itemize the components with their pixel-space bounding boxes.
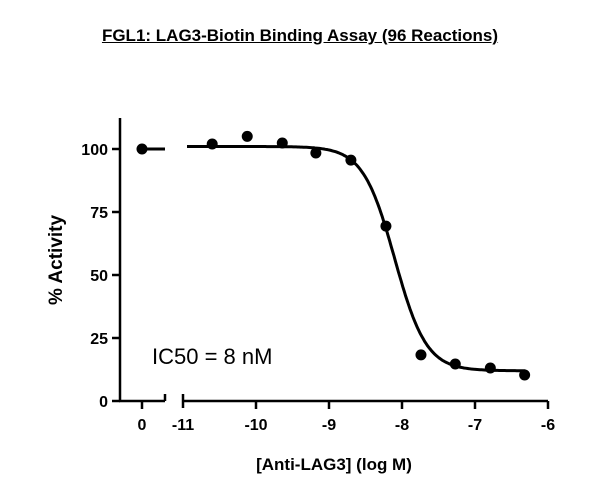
x-tick-label: 0 <box>138 417 147 434</box>
data-point <box>519 369 531 381</box>
y-axis-label: % Activity <box>46 215 67 306</box>
data-point <box>449 358 461 370</box>
x-tick-label: -10 <box>244 417 267 434</box>
x-tick-label: -6 <box>541 417 555 434</box>
chart-title: FGL1: LAG3-Biotin Binding Assay (96 Reac… <box>101 26 499 45</box>
y-tick-label: 50 <box>90 268 108 285</box>
data-point <box>380 220 392 232</box>
data-point <box>136 143 148 155</box>
fitted-curve <box>187 145 526 373</box>
data-points <box>136 130 531 381</box>
y-tick-label: 25 <box>90 331 108 348</box>
data-point <box>241 130 253 142</box>
y-tick-label: 75 <box>90 205 108 222</box>
data-point <box>484 362 496 374</box>
ic50-annotation: IC50 = 8 nM <box>152 344 272 369</box>
x-tick-label: -11 <box>172 417 194 434</box>
data-point <box>206 138 218 150</box>
data-point <box>415 349 427 361</box>
y-tick-label: 100 <box>81 142 108 159</box>
data-point <box>276 137 288 149</box>
y-tick-label: 0 <box>99 394 108 411</box>
x-tick-label: -9 <box>322 417 336 434</box>
data-point <box>310 147 322 159</box>
data-point <box>345 154 357 166</box>
x-tick-label: -8 <box>395 417 409 434</box>
x-tick-label: -7 <box>468 417 482 434</box>
x-axis-label: [Anti-LAG3] (log M) <box>256 455 412 474</box>
